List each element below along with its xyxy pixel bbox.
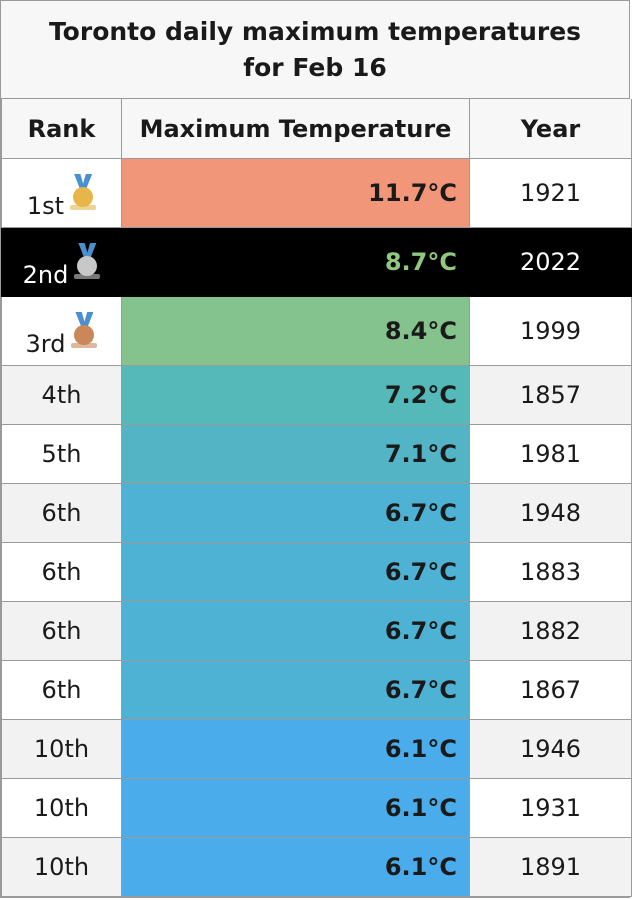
temperature-cell: 6.1°C bbox=[121, 837, 470, 897]
rank-header: Rank bbox=[1, 99, 122, 159]
table-row: 1st 11.7°C 1921 bbox=[1, 158, 632, 228]
temperature-cell: 8.7°C bbox=[121, 227, 470, 297]
rank-cell: 6th bbox=[1, 660, 122, 720]
temperature-cell: 6.7°C bbox=[121, 542, 470, 602]
temperature-cell: 11.7°C bbox=[121, 158, 470, 228]
rank-cell: 3rd bbox=[1, 296, 122, 366]
year-header: Year bbox=[469, 99, 632, 159]
rank-cell: 1st bbox=[1, 158, 122, 228]
table-row: 6th 6.7°C 1948 bbox=[1, 483, 632, 543]
year-cell: 2022 bbox=[469, 227, 632, 297]
header-row: Rank Maximum Temperature Year bbox=[1, 99, 632, 159]
rank-label: 1st bbox=[26, 192, 65, 220]
rank-cell: 10th bbox=[1, 719, 122, 779]
year-cell: 1946 bbox=[469, 719, 632, 779]
rank-label: 6th bbox=[41, 617, 82, 645]
rank-cell: 10th bbox=[1, 778, 122, 838]
year-cell: 1931 bbox=[469, 778, 632, 838]
year-cell: 1857 bbox=[469, 365, 632, 425]
rank-label: 10th bbox=[33, 794, 90, 822]
rank-cell: 6th bbox=[1, 542, 122, 602]
table-row: 4th 7.2°C 1857 bbox=[1, 365, 632, 425]
temperature-cell: 7.1°C bbox=[121, 424, 470, 484]
rank-cell: 6th bbox=[1, 601, 122, 661]
temperature-cell: 7.2°C bbox=[121, 365, 470, 425]
rank-cell: 4th bbox=[1, 365, 122, 425]
rank-label: 2nd bbox=[22, 261, 69, 289]
table-row: 5th 7.1°C 1981 bbox=[1, 424, 632, 484]
rank-label: 6th bbox=[41, 499, 82, 527]
temperature-cell: 8.4°C bbox=[121, 296, 470, 366]
table-row: 10th 6.1°C 1891 bbox=[1, 837, 632, 897]
table-row: 3rd 8.4°C 1999 bbox=[1, 296, 632, 366]
year-cell: 1999 bbox=[469, 296, 632, 366]
temperature-header: Maximum Temperature bbox=[121, 99, 470, 159]
temperature-cell: 6.1°C bbox=[121, 778, 470, 838]
table-row: 2nd 8.7°C 2022 bbox=[1, 227, 632, 297]
rank-label: 4th bbox=[41, 381, 82, 409]
rank-label: 10th bbox=[33, 735, 90, 763]
table-row: 6th 6.7°C 1882 bbox=[1, 601, 632, 661]
table-row: 10th 6.1°C 1946 bbox=[1, 719, 632, 779]
year-cell: 1981 bbox=[469, 424, 632, 484]
year-cell: 1883 bbox=[469, 542, 632, 602]
table-row: 6th 6.7°C 1883 bbox=[1, 542, 632, 602]
rank-cell: 5th bbox=[1, 424, 122, 484]
temperature-cell: 6.1°C bbox=[121, 719, 470, 779]
temperature-cell: 6.7°C bbox=[121, 483, 470, 543]
bronze-medal-icon bbox=[71, 312, 98, 350]
year-cell: 1867 bbox=[469, 660, 632, 720]
rank-cell: 10th bbox=[1, 837, 122, 897]
year-cell: 1891 bbox=[469, 837, 632, 897]
rank-cell: 6th bbox=[1, 483, 122, 543]
rank-label: 3rd bbox=[25, 330, 66, 358]
rank-cell: 2nd bbox=[1, 227, 122, 297]
rank-label: 5th bbox=[41, 440, 82, 468]
table-row: 6th 6.7°C 1867 bbox=[1, 660, 632, 720]
table-row: 10th 6.1°C 1931 bbox=[1, 778, 632, 838]
temperature-cell: 6.7°C bbox=[121, 660, 470, 720]
gold-medal-icon bbox=[70, 174, 97, 212]
rank-label: 6th bbox=[41, 676, 82, 704]
year-cell: 1948 bbox=[469, 483, 632, 543]
temperature-cell: 6.7°C bbox=[121, 601, 470, 661]
rank-label: 6th bbox=[41, 558, 82, 586]
table-title: Toronto daily maximum temperatures for F… bbox=[1, 1, 629, 99]
rank-label: 10th bbox=[33, 853, 90, 881]
year-cell: 1882 bbox=[469, 601, 632, 661]
silver-medal-icon bbox=[74, 243, 101, 281]
year-cell: 1921 bbox=[469, 158, 632, 228]
temperature-table: Rank Maximum Temperature Year 1st 11.7°C 1… bbox=[1, 99, 632, 897]
